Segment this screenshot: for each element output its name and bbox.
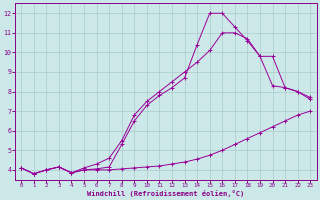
X-axis label: Windchill (Refroidissement éolien,°C): Windchill (Refroidissement éolien,°C) xyxy=(87,190,244,197)
